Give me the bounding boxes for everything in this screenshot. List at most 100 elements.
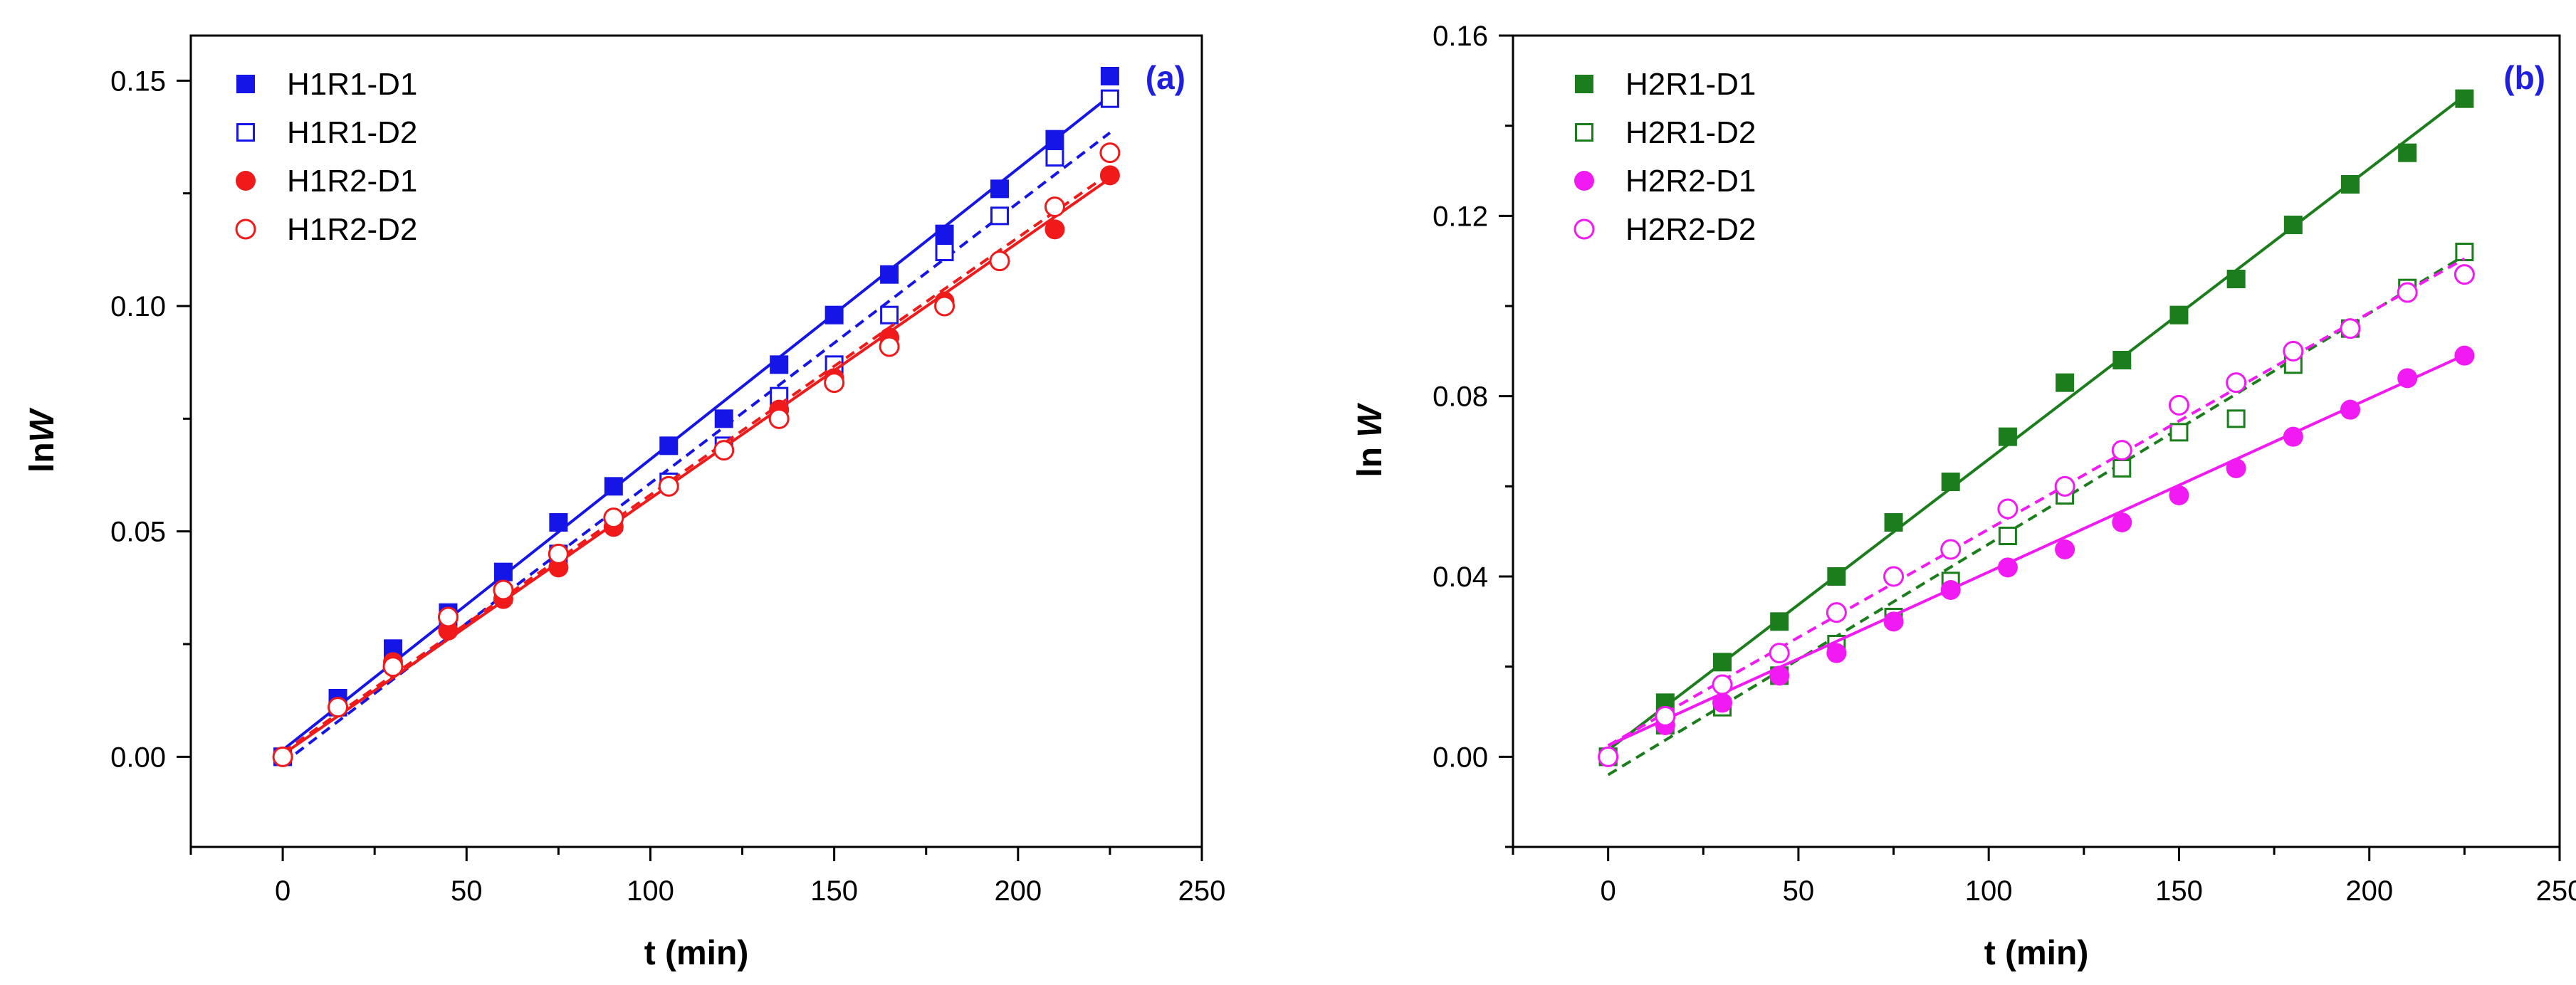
fit-line-h2r1-d2 xyxy=(1607,254,2466,776)
series-h1r2-d2 xyxy=(272,142,1121,767)
data-point-h2r2-d2-15 xyxy=(2454,264,2475,285)
fit-line-h1r2-d1 xyxy=(281,177,1111,756)
y-tick-label-a-0-00: 0.00 xyxy=(110,742,166,773)
fit-line-h2r2-d1 xyxy=(1607,354,2466,747)
fit-line-h2r1-d1 xyxy=(1607,95,2466,752)
legend-marker-h2r2-d2 xyxy=(1574,218,1595,240)
data-point-h1r2-d2-13 xyxy=(989,251,1010,272)
x-tick-label-b-250: 250 xyxy=(2536,875,2576,907)
data-point-h1r2-d2-6 xyxy=(603,507,624,529)
data-point-h2r1-d2-10 xyxy=(2169,423,2189,442)
data-point-h2r2-d2-0 xyxy=(1598,746,1619,767)
data-point-h2r1-d1-9 xyxy=(2112,351,2132,369)
x-axis-title-a: t (min) xyxy=(644,934,749,972)
data-point-h2r2-d2-13 xyxy=(2340,318,2361,339)
x-tick-label-a-50: 50 xyxy=(451,875,483,907)
y-tick-label-b-0-12: 0.12 xyxy=(1433,201,1488,232)
data-point-h2r2-d2-11 xyxy=(2226,372,2247,394)
x-tick-label-a-250: 250 xyxy=(1178,875,1226,907)
data-point-h2r2-d2-12 xyxy=(2283,340,2304,362)
data-point-h2r1-d2-7 xyxy=(1998,527,2017,545)
data-point-h1r1-d2-15 xyxy=(1100,89,1119,108)
data-point-h2r2-d2-5 xyxy=(1883,566,1905,587)
x-tick-label-a-200: 200 xyxy=(994,875,1042,907)
fit-line-h1r1-d1 xyxy=(281,95,1111,752)
data-point-h2r1-d1-10 xyxy=(2169,305,2189,325)
x-tick-label-a-100: 100 xyxy=(627,875,674,907)
data-point-h2r2-d2-14 xyxy=(2397,282,2418,303)
data-point-h2r2-d2-1 xyxy=(1655,705,1676,727)
data-point-h2r2-d1-7 xyxy=(1997,557,2018,578)
data-point-h1r1-d1-15 xyxy=(1100,67,1119,85)
data-point-h2r1-d1-6 xyxy=(1941,473,1960,491)
data-point-h2r2-d2-6 xyxy=(1940,539,1962,560)
data-point-h1r1-d2-13 xyxy=(990,206,1009,226)
data-point-h1r2-d2-12 xyxy=(934,295,955,317)
data-point-h1r2-d2-3 xyxy=(437,606,459,628)
legend-label-h1r2-d1: H1R2-D1 xyxy=(287,164,417,199)
data-point-h2r1-d1-12 xyxy=(2283,216,2303,234)
y-axis-title-w-b: W xyxy=(1351,403,1389,438)
data-point-h1r1-d1-13 xyxy=(990,179,1009,199)
data-point-h1r2-d2-1 xyxy=(328,697,349,718)
data-point-h1r1-d1-9 xyxy=(770,355,789,374)
data-point-h2r2-d1-5 xyxy=(1883,611,1904,632)
data-point-h2r1-d1-8 xyxy=(2056,373,2075,392)
x-tick-label-a-150: 150 xyxy=(810,875,858,907)
data-point-h1r1-d1-11 xyxy=(880,265,899,284)
data-point-h2r2-d1-9 xyxy=(2112,512,2132,532)
data-point-h2r2-d1-15 xyxy=(2454,345,2475,366)
fit-line-h2r2-d2 xyxy=(1607,257,2466,747)
data-point-h2r2-d1-6 xyxy=(1940,580,1961,600)
data-point-h1r1-d1-5 xyxy=(549,513,568,532)
legend-marker-h1r1-d1 xyxy=(236,75,255,93)
plot-frame-a xyxy=(189,34,1203,848)
legend-marker-h1r2-d1 xyxy=(236,171,256,191)
data-point-h1r2-d2-7 xyxy=(658,475,679,497)
legend-label-h2r1-d1: H2R1-D1 xyxy=(1625,67,1756,102)
data-point-h2r1-d1-3 xyxy=(1770,612,1789,631)
legend-label-h1r2-d2: H1R2-D2 xyxy=(287,212,417,247)
y-tick-label-a-0-10: 0.10 xyxy=(110,291,166,322)
data-point-h1r2-d2-4 xyxy=(493,579,514,601)
data-point-h1r2-d2-2 xyxy=(382,656,404,678)
data-point-h2r1-d1-7 xyxy=(1998,427,2017,446)
plot-frame-b xyxy=(1512,34,2561,848)
data-point-h2r1-d1-4 xyxy=(1827,567,1846,586)
data-point-h2r2-d2-3 xyxy=(1769,643,1790,664)
legend-a: H1R1-D1 H1R1-D2 H1R2-D1 H1R2-D2 xyxy=(235,67,417,247)
data-point-h2r2-d2-7 xyxy=(1997,498,2019,520)
x-axis-title-b: t (min) xyxy=(1984,934,2089,972)
data-point-h2r1-d2-11 xyxy=(2226,409,2246,428)
series-h2r2-d1 xyxy=(1598,345,2475,767)
data-point-h2r1-d1-11 xyxy=(2226,270,2246,288)
data-point-h2r2-d2-2 xyxy=(1712,674,1733,695)
data-point-h2r1-d1-14 xyxy=(2398,143,2417,162)
legend-marker-h1r1-d2 xyxy=(236,123,255,142)
data-point-h1r1-d2-12 xyxy=(935,243,954,261)
data-point-h2r2-d1-12 xyxy=(2283,426,2303,447)
data-point-h2r2-d1-13 xyxy=(2340,399,2360,420)
data-point-h2r2-d1-11 xyxy=(2226,458,2246,478)
x-tick-label-a-0: 0 xyxy=(275,875,290,907)
data-point-h1r2-d2-15 xyxy=(1099,142,1121,164)
legend-label-h1r1-d2: H1R1-D2 xyxy=(287,115,417,150)
data-point-h2r1-d1-13 xyxy=(2341,175,2360,194)
data-point-h2r2-d2-9 xyxy=(2111,440,2132,461)
data-point-h1r2-d2-0 xyxy=(272,746,293,767)
data-point-h1r2-d2-5 xyxy=(548,543,569,564)
data-point-h1r1-d1-4 xyxy=(493,562,513,581)
x-tick-label-b-50: 50 xyxy=(1783,875,1815,907)
data-point-h1r1-d1-8 xyxy=(714,409,733,428)
data-point-h1r1-d1-10 xyxy=(824,305,844,325)
data-point-h1r2-d1-15 xyxy=(1099,165,1120,186)
data-point-h1r2-d2-14 xyxy=(1044,196,1065,218)
y-axis-title-a: lnW xyxy=(23,407,61,473)
data-point-h2r2-d1-14 xyxy=(2397,368,2418,389)
x-tick-label-b-0: 0 xyxy=(1601,875,1616,907)
y-axis-title-b: ln W xyxy=(1351,403,1389,478)
y-axis-title-w-a: W xyxy=(23,407,61,442)
legend-label-h2r1-d2: H2R1-D2 xyxy=(1625,115,1756,150)
series-h2r2-d2 xyxy=(1598,257,2475,767)
